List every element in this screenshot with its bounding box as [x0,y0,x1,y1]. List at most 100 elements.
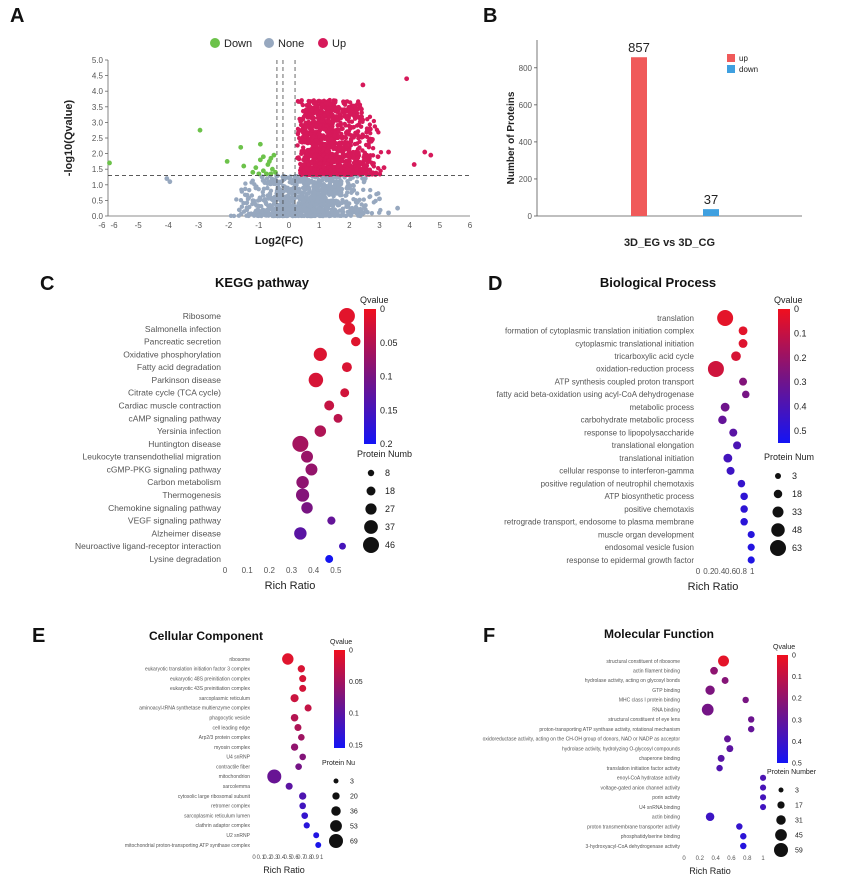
point-up [338,167,343,173]
size-legend-label: 3 [795,787,799,794]
point-up [300,130,306,135]
point-up [359,114,364,119]
bubble [313,347,327,361]
size-legend-label: 33 [792,507,802,517]
bubble [731,351,741,362]
size-legend-label: 69 [350,838,358,845]
point-up [312,166,317,172]
point-none [359,202,364,207]
x-tick-label: 0.8 [736,567,748,576]
bubble [742,390,750,399]
category-label: muscle organ development [598,530,695,539]
x-tick-label: 0.1 [242,566,254,575]
point-up [317,125,322,130]
x-tick-label: 0.4 [277,855,286,861]
point-up [329,125,334,130]
y-tick-label: 800 [519,64,533,73]
category-label: Lysine degradation [149,554,221,564]
point-none [361,179,367,185]
size-legend-marker [775,829,787,841]
size-legend-label: 18 [385,486,395,496]
bubble [747,530,755,539]
point-up [330,158,336,163]
bubble [301,502,313,514]
category-label: Parkinson disease [152,375,222,385]
point-none [277,212,282,217]
point-up [343,135,349,141]
size-legend-label: 63 [792,543,802,553]
colorbar-tick-label: 0.15 [380,405,398,415]
point-down [260,168,266,174]
bubble [267,769,282,784]
point-none [269,178,274,183]
colorbar-tick-label: 0.2 [792,696,802,703]
point-up [372,124,378,129]
size-legend-label: 53 [350,823,358,830]
point-up [343,123,348,128]
point-up [295,143,300,148]
point-none [270,197,276,203]
point-none [378,207,383,213]
bubble [718,415,727,425]
point-none [332,183,337,188]
point-up [337,163,343,168]
point-up [308,108,314,113]
panel-f: F Molecular Function structural constituen… [483,625,817,876]
point-none [339,209,345,214]
point-none [336,184,341,189]
bubble [739,377,748,386]
category-label: ribosome [229,657,250,663]
x-tick-label: 5 [438,221,443,230]
point-up [308,132,313,137]
legend-swatch-down [727,65,735,73]
bubble [716,764,723,772]
point-none [352,207,357,212]
point-none [293,186,298,192]
point-up [322,113,327,118]
point-up [367,126,373,131]
x-tick-label: 0.4 [711,856,720,862]
category-label: U2 snRNP [226,833,250,839]
size-legend-marker [365,503,377,515]
category-label: Fatty acid degradation [137,362,221,372]
bar-up [631,57,647,216]
size-legend-label: 36 [350,808,358,815]
x-tick-label: 0.3 [286,566,298,575]
size-legend-marker [364,520,378,534]
point-up [334,114,339,119]
point-none [302,202,308,208]
point-up [318,110,323,115]
point-none [298,194,303,200]
point-up [310,127,315,133]
x-tick-label: 0.2 [264,566,276,575]
category-label: RNA binding [652,707,680,713]
point-none [359,207,364,213]
bubble [315,842,322,848]
point-none [282,202,287,207]
point-none [271,181,276,187]
x-tick-label: 1 [750,567,755,576]
y-tick-label: 2.5 [92,134,104,143]
point-none [267,191,273,196]
point-none [307,213,313,219]
point-up [296,99,301,104]
point-up [357,139,362,145]
point-up [307,171,312,176]
point-up [335,157,341,163]
point-up [362,164,367,169]
category-label: hydrolase activity, hydrolyzing O-glycos… [562,746,681,752]
y-tick-label: 1.5 [92,165,104,174]
point-none [301,198,306,204]
bubble [295,763,302,771]
y-axis-label: -log10(Qvalue) [63,99,75,176]
point-up [337,146,342,152]
panel-letter-f: F [483,625,495,647]
colorbar-title: Qvalue [774,295,803,305]
x-tick-label: 0.8 [304,855,313,861]
point-none [244,207,250,213]
size-legend-label: 45 [795,832,803,839]
point-up [306,98,311,104]
point-none [243,186,248,192]
point-none [371,200,377,205]
